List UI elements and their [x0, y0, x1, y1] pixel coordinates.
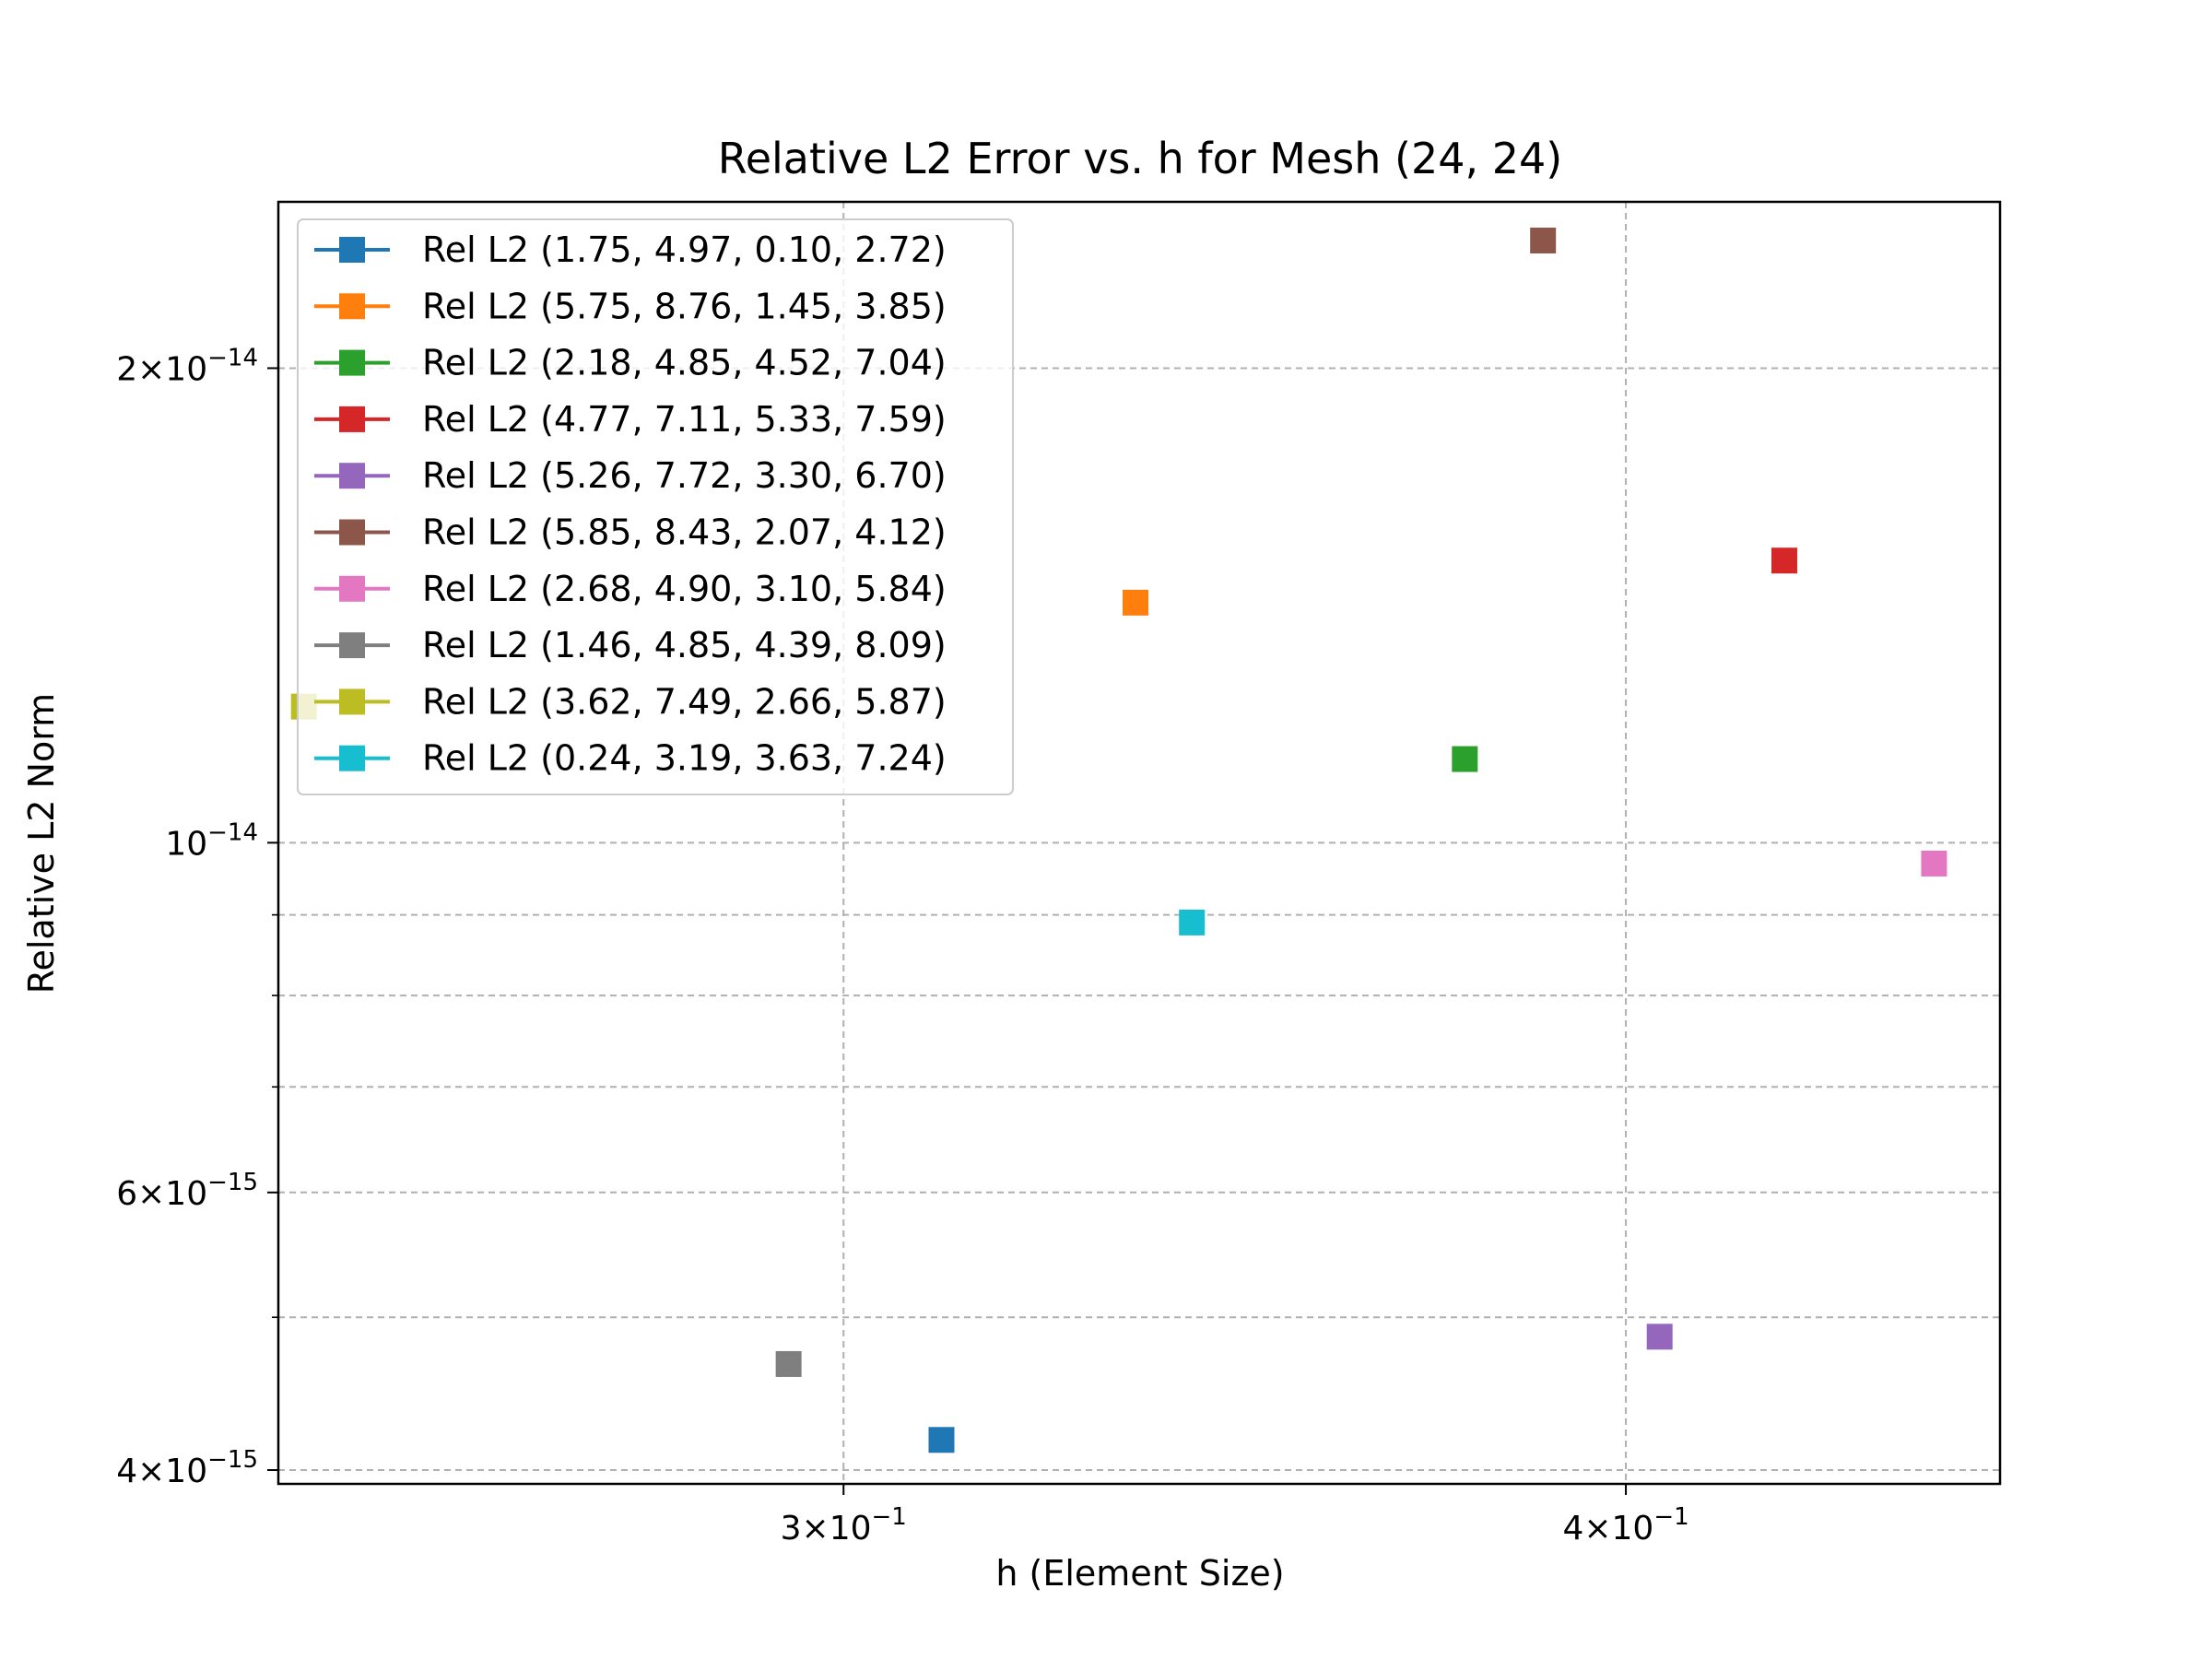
data-point-3 — [1452, 746, 1478, 772]
legend-entry: Rel L2 (1.75, 4.97, 0.10, 2.72) — [314, 229, 947, 270]
y-tick-label: 2×10−14 — [116, 344, 258, 388]
legend-label: Rel L2 (2.68, 4.90, 3.10, 5.84) — [422, 569, 947, 609]
legend-marker-swatch — [339, 293, 365, 320]
y-tick-label: 4×10−15 — [116, 1446, 258, 1490]
x-axis-label: h (Element Size) — [995, 1553, 1284, 1594]
legend-marker-swatch — [339, 349, 365, 376]
legend-entry: Rel L2 (5.26, 7.72, 3.30, 6.70) — [314, 455, 947, 496]
data-point-4 — [1771, 547, 1797, 574]
legend-entry: Rel L2 (4.77, 7.11, 5.33, 7.59) — [314, 399, 947, 440]
data-point-2 — [1123, 589, 1149, 616]
legend-marker-swatch — [339, 237, 365, 263]
legend: Rel L2 (1.75, 4.97, 0.10, 2.72) Rel L2 (5… — [297, 218, 1014, 795]
data-point-10 — [1179, 909, 1206, 935]
x-tick-label: 3×10−1 — [781, 1503, 907, 1547]
data-point-7 — [1921, 850, 1947, 877]
chart-title: Relative L2 Error vs. h for Mesh (24, 24… — [718, 134, 1562, 183]
legend-entry: Rel L2 (5.85, 8.43, 2.07, 4.12) — [314, 512, 947, 553]
data-point-8 — [775, 1350, 802, 1377]
legend-label: Rel L2 (5.26, 7.72, 3.30, 6.70) — [422, 455, 947, 496]
legend-entry: Rel L2 (1.46, 4.85, 4.39, 8.09) — [314, 625, 947, 665]
legend-label: Rel L2 (2.18, 4.85, 4.52, 7.04) — [422, 343, 947, 383]
legend-marker-swatch — [339, 632, 365, 659]
legend-label: Rel L2 (4.77, 7.11, 5.33, 7.59) — [422, 399, 947, 440]
legend-marker-swatch — [339, 688, 365, 715]
legend-entry: Rel L2 (2.18, 4.85, 4.52, 7.04) — [314, 343, 947, 383]
legend-entry: Rel L2 (2.68, 4.90, 3.10, 5.84) — [314, 569, 947, 609]
y-tick-label: 6×10−15 — [116, 1169, 258, 1213]
legend-label: Rel L2 (3.62, 7.49, 2.66, 5.87) — [422, 681, 947, 722]
legend-entry: Rel L2 (5.75, 8.76, 1.45, 3.85) — [314, 286, 947, 326]
data-point-1 — [928, 1427, 955, 1453]
legend-box — [297, 218, 1014, 795]
legend-label: Rel L2 (1.46, 4.85, 4.39, 8.09) — [422, 625, 947, 665]
legend-entry: Rel L2 (0.24, 3.19, 3.63, 7.24) — [314, 738, 947, 779]
legend-marker-swatch — [339, 519, 365, 546]
legend-label: Rel L2 (5.75, 8.76, 1.45, 3.85) — [422, 286, 947, 326]
legend-label: Rel L2 (5.85, 8.43, 2.07, 4.12) — [422, 512, 947, 553]
legend-label: Rel L2 (0.24, 3.19, 3.63, 7.24) — [422, 738, 947, 779]
data-point-5 — [1646, 1324, 1673, 1350]
y-tick-label: 10−14 — [165, 818, 258, 863]
axis-ticks: 3×10−1 4×10−1 4×10−15 6×10−15 10−14 2×10−14 — [116, 344, 1688, 1547]
legend-marker-swatch — [339, 575, 365, 602]
y-axis-label: Relative L2 Norm — [21, 693, 62, 994]
legend-marker-swatch — [339, 463, 365, 489]
x-tick-label: 4×10−1 — [1562, 1503, 1688, 1547]
data-point-6 — [1530, 227, 1557, 253]
legend-label: Rel L2 (1.75, 4.97, 0.10, 2.72) — [422, 229, 947, 270]
legend-marker-swatch — [339, 745, 365, 771]
legend-entry: Rel L2 (3.62, 7.49, 2.66, 5.87) — [314, 681, 947, 722]
legend-marker-swatch — [339, 406, 365, 432]
